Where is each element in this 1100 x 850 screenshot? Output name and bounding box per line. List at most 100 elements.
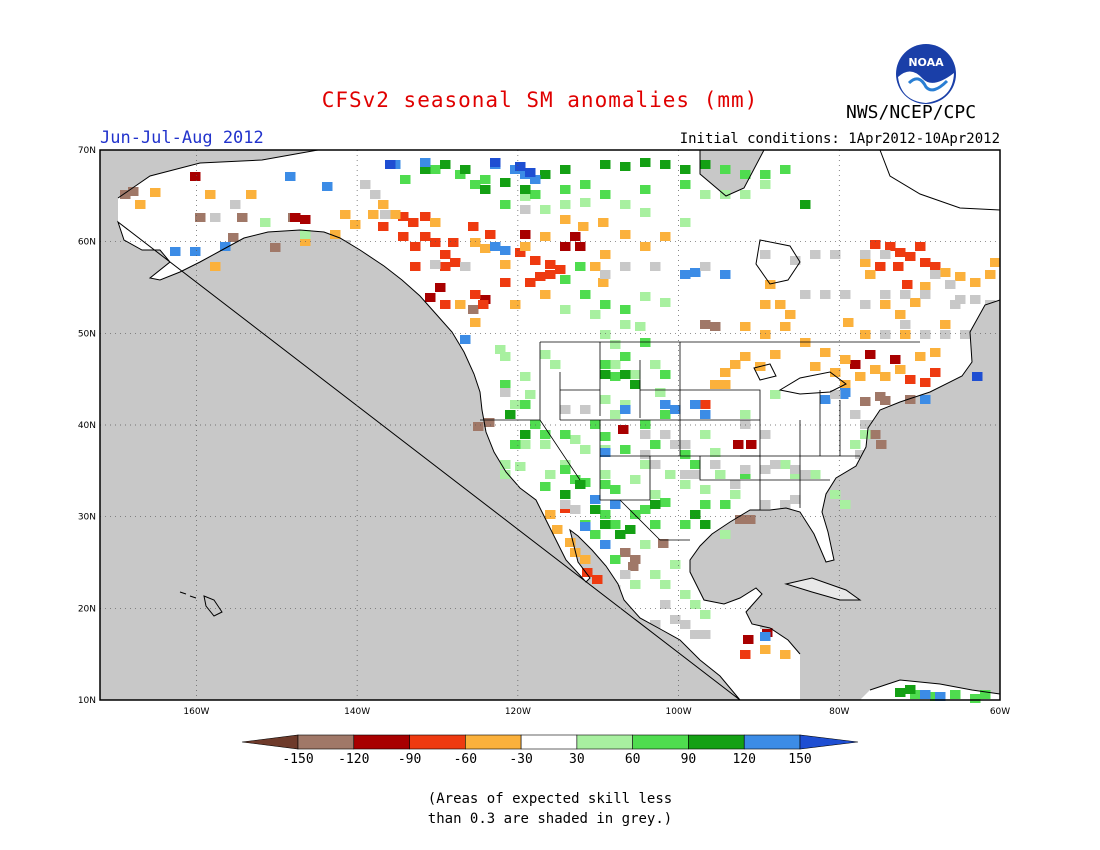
anomaly-cell	[530, 420, 541, 429]
anomaly-cell	[760, 465, 771, 474]
anomaly-cell	[680, 180, 691, 189]
north-america-landmass	[118, 150, 1000, 700]
anomaly-cell	[555, 265, 566, 274]
anomaly-cell	[680, 165, 691, 174]
anomaly-cell	[540, 350, 551, 359]
anomaly-cell	[680, 590, 691, 599]
anomaly-cell	[440, 250, 451, 259]
anomaly-cell	[890, 355, 901, 364]
anomaly-cell	[515, 462, 526, 471]
anomaly-cell	[770, 390, 781, 399]
anomaly-cell	[420, 158, 431, 167]
anomaly-cell	[700, 630, 711, 639]
anomaly-cell	[660, 298, 671, 307]
legend-tick-label: 150	[788, 752, 811, 767]
anomaly-cell	[770, 350, 781, 359]
chart-title: CFSv2 seasonal SM anomalies (mm)	[321, 88, 759, 112]
anomaly-cell	[540, 205, 551, 214]
anomaly-cell	[550, 360, 561, 369]
anomaly-cell	[760, 500, 771, 509]
anomaly-cell	[378, 200, 389, 209]
anomaly-cell	[810, 250, 821, 259]
anomaly-cell	[830, 250, 841, 259]
anomaly-cell	[618, 425, 629, 434]
anomaly-cell	[510, 400, 521, 409]
anomaly-cell	[760, 620, 771, 629]
anomaly-cell	[760, 180, 771, 189]
anomaly-cell	[560, 275, 571, 284]
anomaly-cell	[900, 290, 911, 299]
anomaly-cell	[970, 295, 981, 304]
map-frame	[99, 149, 1001, 701]
anomaly-cell	[810, 470, 821, 479]
cuba	[786, 578, 860, 600]
anomaly-cell	[895, 248, 906, 257]
anomaly-cell	[610, 340, 621, 349]
anomaly-cell	[410, 262, 421, 271]
anomaly-cell	[720, 190, 731, 199]
anomaly-cell	[760, 632, 771, 641]
anomaly-cell	[520, 185, 531, 194]
anomaly-cell	[720, 368, 731, 377]
anomaly-cell	[640, 540, 651, 549]
legend-tick-label: 30	[569, 752, 585, 767]
anomaly-cell	[460, 335, 471, 344]
anomaly-cell	[650, 500, 661, 509]
anomaly-cell	[590, 310, 601, 319]
anomaly-cell	[600, 160, 611, 169]
anomaly-cell	[770, 610, 781, 619]
anomaly-cell	[820, 395, 831, 404]
anomaly-cell	[700, 160, 711, 169]
anomaly-cell	[880, 300, 891, 309]
anomaly-cell	[610, 360, 621, 369]
anomaly-cell	[733, 440, 744, 449]
anomaly-cell	[790, 495, 801, 504]
anomaly-cell	[600, 510, 611, 519]
anomaly-cell	[800, 338, 811, 347]
anomaly-cell	[128, 187, 139, 196]
anomaly-cell	[590, 495, 601, 504]
state-boundaries	[480, 341, 920, 541]
anomaly-cell	[120, 190, 131, 199]
anomaly-cell	[710, 322, 721, 331]
anomaly-cell	[515, 248, 526, 257]
anomaly-cell	[780, 460, 791, 469]
anomaly-cell	[430, 165, 441, 174]
anomaly-cell	[630, 475, 641, 484]
anomaly-cell	[560, 200, 571, 209]
anomaly-cell	[490, 242, 501, 251]
legend-tick-label: 60	[625, 752, 641, 767]
anomaly-cell	[680, 450, 691, 459]
period-label: Jun-Jul-Aug 2012	[100, 128, 264, 148]
anomaly-cell	[870, 240, 881, 249]
anomaly-cell	[598, 278, 609, 287]
svg-text:NOAA: NOAA	[908, 56, 944, 69]
legend-tick-label: -30	[509, 752, 532, 767]
coastlines	[117, 149, 1001, 701]
anomaly-cell	[700, 400, 711, 409]
anomaly-cell	[640, 208, 651, 217]
anomaly-cell	[660, 232, 671, 241]
anomaly-cell	[840, 290, 851, 299]
anomaly-cell	[246, 190, 257, 199]
anomaly-cell	[630, 370, 641, 379]
longitude-labels: 160W 140W 120W 100W 80W 60W	[183, 707, 1010, 717]
anomaly-cell	[840, 355, 851, 364]
anomaly-cell	[615, 530, 626, 539]
anomaly-cell	[610, 555, 621, 564]
anomaly-cell	[580, 180, 591, 189]
color-legend: -150 -120 -90 -60 -30 30 60 90 120 150	[241, 734, 859, 767]
anomaly-cell	[865, 350, 876, 359]
anomaly-cell	[450, 258, 461, 267]
anomaly-cell	[900, 330, 911, 339]
anomaly-cell	[500, 246, 511, 255]
anomaly-cell	[740, 470, 751, 479]
anomaly-cell	[746, 440, 757, 449]
anomaly-cell	[420, 212, 431, 221]
anomaly-cell	[560, 460, 571, 469]
anomaly-cell	[900, 320, 911, 329]
lon-label: 120W	[505, 707, 531, 717]
anomaly-cell	[545, 270, 556, 279]
anomaly-cell	[590, 505, 601, 514]
anomaly-cell	[430, 218, 441, 227]
